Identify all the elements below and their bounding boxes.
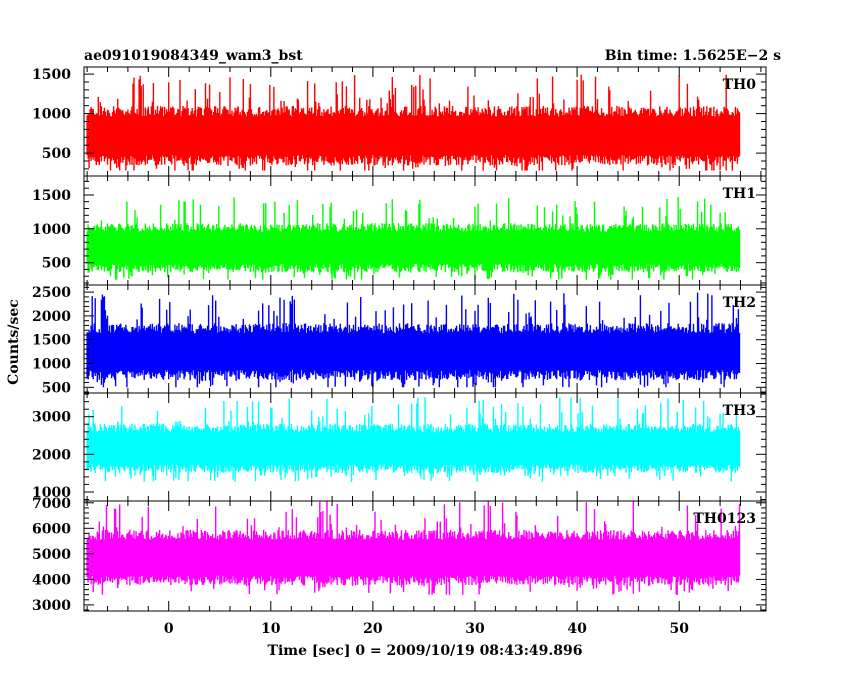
panel-th1: 500 1000 1500 TH1	[32, 175, 767, 286]
panel-th2: 500 1000 1500 2000 2500 TH2	[32, 284, 767, 396]
y-tick-label: 2000	[32, 447, 71, 463]
x-tick-label: 50	[669, 621, 689, 637]
panel-th3: 1000 2000 3000 TH3	[32, 392, 767, 502]
series-th3	[86, 397, 741, 482]
y-tick-label: 3000	[32, 598, 71, 614]
y-axis-label: Counts/sec	[6, 299, 22, 385]
x-tick-label: 40	[567, 621, 587, 637]
series-th0	[86, 74, 741, 171]
x-axis-label: Time [sec] 0 = 2009/10/19 08:43:49.896	[268, 643, 583, 659]
x-tick-label: 20	[363, 621, 383, 637]
x-tick-label: 30	[465, 621, 485, 637]
series-label-th3: TH3	[723, 403, 756, 419]
y-tick-label: 1000	[32, 107, 71, 123]
y-tick-label: 1000	[32, 222, 71, 238]
panel-frame	[83, 500, 767, 612]
y-tick-label: 1000	[32, 485, 71, 501]
series-th2	[86, 292, 741, 388]
y-tick-label: 7000	[32, 496, 71, 512]
y-tick-label: 1000	[32, 357, 71, 373]
y-tick-label: 1500	[32, 67, 71, 83]
x-tick-label: 0	[164, 621, 174, 637]
y-tick-label: 500	[42, 146, 71, 162]
panel-th0123: 3000 4000 5000 6000 7000 TH0123	[32, 496, 767, 614]
bin-time-label: Bin time: 1.5625E−2 s	[605, 48, 781, 64]
series-th0123	[86, 501, 741, 595]
y-tick-label: 500	[42, 256, 71, 272]
y-tick-label: 2500	[32, 285, 71, 301]
y-tick-label: 1500	[32, 333, 71, 349]
panel-th0: 500 1000 1500 TH0	[32, 66, 767, 177]
series-label-th2: TH2	[723, 295, 756, 311]
y-tick-label: 3000	[32, 410, 71, 426]
y-tick-label: 2000	[32, 309, 71, 325]
series-th1	[86, 197, 741, 280]
series-label-th0123: TH0123	[693, 511, 756, 527]
x-tick-label: 10	[261, 621, 281, 637]
y-tick-label: 5000	[32, 547, 71, 563]
y-tick-label: 4000	[32, 572, 71, 588]
series-label-th0: TH0	[723, 77, 757, 93]
series-label-th1: TH1	[723, 186, 756, 202]
y-tick-label: 1500	[32, 188, 71, 204]
chart-title: ae091019084349_wam3_bst	[84, 48, 303, 64]
y-tick-label: 500	[42, 380, 71, 396]
y-tick-label: 6000	[32, 521, 71, 537]
